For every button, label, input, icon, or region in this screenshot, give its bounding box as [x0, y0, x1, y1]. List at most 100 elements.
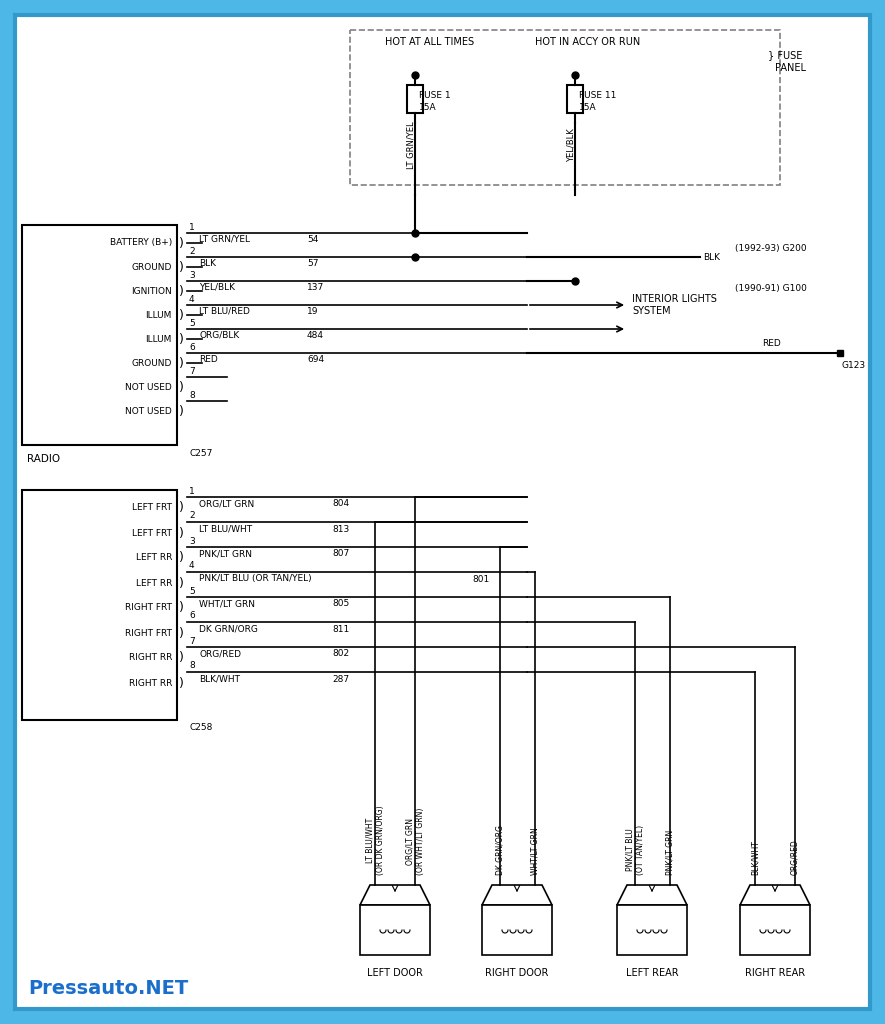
Text: G123: G123 [842, 360, 866, 370]
Text: 3: 3 [189, 537, 195, 546]
Text: INTERIOR LIGHTS
SYSTEM: INTERIOR LIGHTS SYSTEM [632, 294, 717, 315]
Text: 1: 1 [189, 486, 195, 496]
Text: LT BLU/RED: LT BLU/RED [199, 306, 250, 315]
Bar [350, 30, 780, 185]
Text: 8: 8 [189, 662, 195, 671]
Text: RIGHT FRT: RIGHT FRT [125, 629, 172, 638]
Text: 19: 19 [307, 306, 319, 315]
Text: 811: 811 [332, 625, 350, 634]
Text: ORG/RED: ORG/RED [199, 649, 241, 658]
Text: 15A: 15A [579, 103, 596, 113]
Text: LEFT DOOR: LEFT DOOR [367, 968, 423, 978]
Text: WHT/LT GRN: WHT/LT GRN [199, 599, 255, 608]
Text: 54: 54 [307, 234, 319, 244]
Bar [407, 85, 423, 113]
Bar [567, 85, 583, 113]
Text: 287: 287 [332, 675, 349, 683]
Bar [617, 905, 687, 955]
Text: (1992-93) G200: (1992-93) G200 [735, 245, 806, 254]
Text: GROUND: GROUND [132, 262, 172, 271]
Text: FUSE 1: FUSE 1 [419, 90, 450, 99]
Text: 2: 2 [189, 247, 195, 256]
Text: LT GRN/YEL: LT GRN/YEL [199, 234, 250, 244]
Text: 7: 7 [189, 637, 195, 645]
Text: 804: 804 [332, 500, 349, 509]
Text: ): ) [179, 627, 184, 640]
Text: ORG/LT GRN: ORG/LT GRN [199, 500, 254, 509]
Text: C258: C258 [189, 724, 212, 732]
Text: RIGHT REAR: RIGHT REAR [745, 968, 805, 978]
Bar [22, 225, 177, 445]
Text: 8: 8 [189, 390, 195, 399]
Text: 137: 137 [307, 283, 324, 292]
Text: HOT AT ALL TIMES: HOT AT ALL TIMES [385, 37, 474, 47]
Text: ): ) [179, 502, 184, 514]
Bar [22, 490, 177, 720]
Text: C257: C257 [189, 449, 212, 458]
Text: 15A: 15A [419, 103, 436, 113]
Text: 1: 1 [189, 222, 195, 231]
Text: 5: 5 [189, 587, 195, 596]
Text: RADIO: RADIO [27, 454, 60, 464]
Bar [482, 905, 552, 955]
Text: ): ) [179, 552, 184, 564]
Text: RIGHT RR: RIGHT RR [128, 653, 172, 663]
Text: DK GRN/ORG: DK GRN/ORG [496, 825, 504, 874]
Text: NOT USED: NOT USED [126, 383, 172, 391]
Bar [740, 905, 810, 955]
Text: BLK: BLK [199, 258, 216, 267]
Text: YEL/BLK: YEL/BLK [566, 128, 575, 162]
Text: ): ) [179, 601, 184, 614]
Text: ILLUM: ILLUM [146, 335, 172, 343]
Text: 4: 4 [189, 295, 195, 303]
Text: 4: 4 [189, 561, 195, 570]
Text: ORG/RED: ORG/RED [790, 840, 799, 874]
Text: 813: 813 [332, 524, 350, 534]
Text: BLK/WHT: BLK/WHT [199, 675, 240, 683]
Text: LEFT FRT: LEFT FRT [132, 528, 172, 538]
Text: 694: 694 [307, 354, 324, 364]
Text: RIGHT RR: RIGHT RR [128, 679, 172, 687]
Text: DK GRN/ORG: DK GRN/ORG [199, 625, 258, 634]
Text: ): ) [179, 260, 184, 273]
Text: 2: 2 [189, 512, 195, 520]
Text: LEFT REAR: LEFT REAR [626, 968, 678, 978]
Text: LT GRN/YEL: LT GRN/YEL [406, 121, 415, 169]
Text: ): ) [179, 404, 184, 418]
Text: IGNITION: IGNITION [131, 287, 172, 296]
Text: 5: 5 [189, 318, 195, 328]
Bar [360, 905, 430, 955]
Text: 7: 7 [189, 367, 195, 376]
Text: LEFT RR: LEFT RR [135, 554, 172, 562]
Text: RIGHT FRT: RIGHT FRT [125, 603, 172, 612]
Text: 6: 6 [189, 611, 195, 621]
Text: LEFT RR: LEFT RR [135, 579, 172, 588]
Text: 57: 57 [307, 258, 319, 267]
Text: Pressauto.NET: Pressauto.NET [28, 979, 189, 998]
Text: PNK/LT BLU (OR TAN/YEL): PNK/LT BLU (OR TAN/YEL) [199, 574, 312, 584]
Text: ILLUM: ILLUM [146, 310, 172, 319]
Text: FUSE 11: FUSE 11 [579, 90, 616, 99]
Text: ): ) [179, 526, 184, 540]
Text: PNK/LT BLU
(OT TAN/YEL): PNK/LT BLU (OT TAN/YEL) [626, 825, 644, 874]
Text: PNK/LT GRN: PNK/LT GRN [666, 829, 674, 874]
Text: (1990-91) G100: (1990-91) G100 [735, 285, 807, 294]
Text: 807: 807 [332, 550, 350, 558]
Text: GROUND: GROUND [132, 358, 172, 368]
Text: NOT USED: NOT USED [126, 407, 172, 416]
Text: ORG/LT GRN
(OR WHT/LT GRN): ORG/LT GRN (OR WHT/LT GRN) [405, 808, 425, 874]
Text: RIGHT DOOR: RIGHT DOOR [485, 968, 549, 978]
Text: LEFT FRT: LEFT FRT [132, 504, 172, 512]
Text: ): ) [179, 356, 184, 370]
Text: BATTERY (B+): BATTERY (B+) [110, 239, 172, 248]
Text: 484: 484 [307, 331, 324, 340]
Text: PNK/LT GRN: PNK/LT GRN [199, 550, 252, 558]
Text: HOT IN ACCY OR RUN: HOT IN ACCY OR RUN [535, 37, 640, 47]
Text: ): ) [179, 237, 184, 250]
Text: BLK/WHT: BLK/WHT [750, 840, 759, 874]
Text: ): ) [179, 651, 184, 665]
Text: ): ) [179, 577, 184, 590]
Text: YEL/BLK: YEL/BLK [199, 283, 235, 292]
Text: RED: RED [199, 354, 218, 364]
Text: ORG/BLK: ORG/BLK [199, 331, 239, 340]
